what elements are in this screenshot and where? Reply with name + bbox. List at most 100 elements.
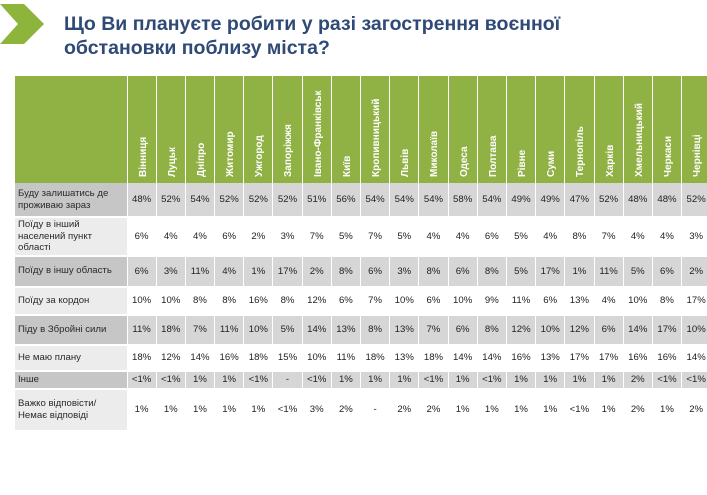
table-cell: 58%: [448, 183, 478, 218]
column-header-label: Київ: [342, 156, 353, 177]
table-cell: 7%: [360, 286, 391, 316]
table-cell: 11%: [185, 255, 216, 288]
table-cell: 1%: [448, 388, 478, 432]
table-corner-cell: [15, 76, 128, 183]
table-cell: 5%: [331, 217, 362, 257]
table-cell: <1%: [477, 370, 507, 390]
table-cell: 3%: [389, 255, 420, 288]
table-cell: 3%: [302, 388, 332, 432]
table-cell: 2%: [681, 255, 707, 288]
column-header-1: Вінниця: [127, 76, 157, 183]
column-header-14: Рівне: [506, 76, 537, 183]
table-cell: 10%: [623, 286, 653, 316]
table-cell: 1%: [652, 388, 683, 432]
row-label: Поїду в інший населений пункт області: [15, 217, 128, 257]
table-cell: 1%: [156, 388, 186, 432]
table-cell: 2%: [243, 217, 274, 257]
column-header-13: Полтава: [477, 76, 507, 183]
table-cell: 2%: [681, 388, 707, 432]
table-cell: 16%: [506, 344, 537, 372]
table-cell: 1%: [389, 370, 420, 390]
column-header-11: Миколаїв: [418, 76, 449, 183]
table-cell: 18%: [418, 344, 449, 372]
table-cell: 1%: [243, 255, 274, 288]
table-cell: 8%: [477, 314, 507, 346]
table-cell: 4%: [185, 217, 216, 257]
chevron-accent-icon: [0, 4, 44, 44]
column-header-label: Львів: [400, 149, 411, 177]
column-header-18: Хмельницький: [623, 76, 653, 183]
table-cell: 49%: [535, 183, 566, 218]
table-cell: 54%: [360, 183, 391, 218]
table-cell: 1%: [477, 388, 507, 432]
column-header-label: Запоріжжя: [283, 124, 294, 177]
table-cell: 1%: [564, 255, 595, 288]
table-cell: 48%: [623, 183, 653, 218]
table-cell: 14%: [448, 344, 478, 372]
column-header-9: Кропивницький: [360, 76, 391, 183]
column-header-label: Чернівці: [692, 134, 703, 177]
column-header-2: Луцьк: [156, 76, 186, 183]
table-cell: 5%: [623, 255, 653, 288]
table-cell: 6%: [535, 286, 566, 316]
table-row: Не маю плану 18% 12% 14% 16% 18% 15% 10% 11% 18% 1…: [15, 344, 707, 372]
column-header-label: Миколаїв: [429, 131, 440, 177]
table-cell: 7%: [185, 314, 216, 346]
column-header-label: Рівне: [517, 149, 528, 177]
column-header-19: Черкаси: [652, 76, 683, 183]
table-cell: 51%: [302, 183, 332, 218]
table-cell: <1%: [302, 370, 332, 390]
table-cell: 2%: [331, 388, 362, 432]
results-table: Вінниця Луцьк Дніпро Житомир Ужгород Запоріжж…: [15, 76, 707, 432]
table-cell: 10%: [389, 286, 420, 316]
table-cell: 10%: [681, 314, 707, 346]
table-cell: 52%: [681, 183, 707, 218]
table-cell: <1%: [564, 388, 595, 432]
table-cell: 11%: [594, 255, 624, 288]
table-row: Поїду в іншу область 6% 3% 11% 4% 1% 17% 2% 8% 6%…: [15, 255, 707, 288]
table-cell: 6%: [477, 217, 507, 257]
table-cell: 13%: [331, 314, 362, 346]
table-cell: 1%: [594, 370, 624, 390]
column-header-label: Ужгород: [254, 135, 265, 177]
table-cell: 13%: [389, 344, 420, 372]
table-cell: 5%: [389, 217, 420, 257]
table-cell: 17%: [652, 314, 683, 346]
table-cell: 1%: [127, 388, 157, 432]
table-cell: 1%: [214, 388, 245, 432]
table-cell: 56%: [331, 183, 362, 218]
row-label: Не маю плану: [15, 344, 128, 372]
table-cell: 5%: [272, 314, 303, 346]
table-cell: 10%: [302, 344, 332, 372]
table-cell: 18%: [243, 344, 274, 372]
table-cell: 4%: [623, 217, 653, 257]
table-cell: 1%: [535, 388, 566, 432]
table-header-row: Вінниця Луцьк Дніпро Житомир Ужгород Запоріжж…: [15, 76, 707, 183]
row-label: Важко відповісти/Немає відповіді: [15, 388, 128, 432]
table-cell: 6%: [331, 286, 362, 316]
table-cell: 11%: [214, 314, 245, 346]
table-cell: 2%: [418, 388, 449, 432]
column-header-8: Київ: [331, 76, 362, 183]
table-cell: <1%: [681, 370, 707, 390]
table-cell: 16%: [214, 344, 245, 372]
table-cell: 14%: [302, 314, 332, 346]
column-header-7: Івано-Франківськ: [302, 76, 332, 183]
row-label: Поїду за кордон: [15, 286, 128, 316]
table-cell: 12%: [156, 344, 186, 372]
table-cell: 7%: [418, 314, 449, 346]
table-cell: 3%: [156, 255, 186, 288]
column-header-label: Одеса: [459, 146, 470, 177]
table-cell: -: [272, 370, 303, 390]
table-cell: 8%: [214, 286, 245, 316]
table-cell: 14%: [681, 344, 707, 372]
table-cell: 8%: [185, 286, 216, 316]
page-title-line-1: Що Ви плануєте робити у разі загострення…: [64, 13, 561, 35]
table-cell: 10%: [535, 314, 566, 346]
table-cell: 11%: [127, 314, 157, 346]
table-cell: 2%: [623, 388, 653, 432]
table-cell: 47%: [564, 183, 595, 218]
table-cell: -: [360, 388, 391, 432]
table-cell: 16%: [652, 344, 683, 372]
table-cell: 14%: [623, 314, 653, 346]
